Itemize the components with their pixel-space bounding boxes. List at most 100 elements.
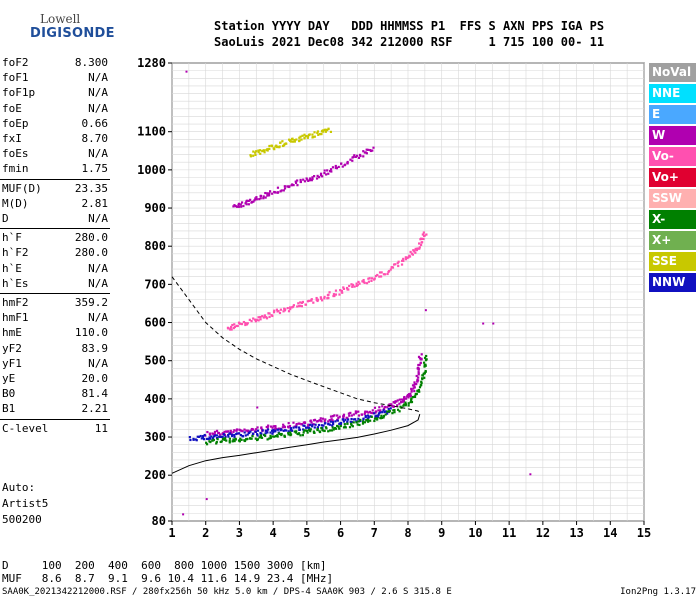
echo-point — [312, 423, 315, 426]
echo-point — [237, 203, 240, 207]
echo-point — [409, 401, 412, 404]
header-line2: SaoLuis 2021 Dec08 342 212000 RSF 1 715 … — [214, 35, 605, 49]
echo-point — [349, 158, 352, 161]
echo-point — [309, 177, 312, 180]
echo-point — [295, 425, 298, 428]
echo-point — [267, 424, 270, 427]
echo-point — [323, 171, 326, 175]
legend-item: NoVal — [649, 63, 696, 82]
echo-point — [377, 412, 381, 415]
echo-point — [233, 429, 236, 432]
echo-point — [300, 305, 303, 308]
echo-point — [285, 142, 288, 145]
echo-point — [235, 432, 239, 435]
echo-point — [350, 414, 353, 417]
echo-point — [306, 300, 309, 303]
echo-point — [367, 416, 370, 419]
echo-point — [311, 176, 314, 179]
echo-point — [287, 430, 290, 433]
echo-point — [308, 426, 311, 429]
echo-point — [293, 425, 296, 428]
echo-point — [381, 411, 384, 414]
echo-point — [280, 433, 283, 437]
echo-point — [358, 282, 361, 285]
echo-point — [251, 432, 255, 435]
echo-point — [291, 137, 294, 140]
echo-point — [372, 146, 375, 149]
echo-point — [369, 149, 373, 153]
echo-point — [293, 430, 296, 433]
echo-point — [382, 414, 386, 418]
echo-point — [277, 427, 280, 430]
param-row: D N/A — [2, 212, 108, 227]
echo-point — [393, 401, 396, 404]
echo-point — [422, 361, 426, 364]
echo-point — [277, 191, 280, 194]
legend-item: NNW — [649, 273, 696, 292]
echo-point — [310, 299, 313, 302]
echo-point — [328, 169, 332, 173]
echo-point — [410, 389, 413, 392]
param-name: h`E — [2, 261, 22, 275]
echo-point — [245, 199, 249, 202]
echo-point — [407, 404, 410, 407]
echo-point — [381, 405, 384, 408]
echo-point — [419, 361, 422, 365]
echo-point — [283, 426, 287, 429]
echo-point — [362, 278, 365, 282]
echo-point — [323, 295, 326, 299]
echo-point — [262, 149, 265, 152]
echo-point — [414, 393, 417, 396]
echo-point — [312, 301, 315, 304]
echo-point — [422, 237, 425, 241]
echo-point — [319, 174, 323, 177]
param-value: 2.81 — [81, 196, 109, 210]
echo-point — [334, 420, 337, 423]
x-tick-label: 8 — [404, 526, 411, 540]
echo-point — [271, 432, 274, 435]
param-name: C-level — [2, 421, 49, 435]
param-name: hmF2 — [2, 296, 29, 309]
echo-point — [366, 414, 369, 417]
echo-point — [406, 393, 410, 397]
echo-point — [408, 254, 411, 257]
echo-point — [375, 410, 378, 413]
echo-point — [313, 431, 316, 434]
echo-point — [313, 131, 316, 134]
echo-point — [320, 424, 323, 427]
echo-point — [354, 412, 357, 415]
echo-point — [362, 155, 365, 158]
echo-point — [213, 430, 217, 434]
echo-point — [219, 435, 222, 438]
x-tick-label: 9 — [438, 526, 445, 540]
echo-point — [323, 429, 326, 433]
echo-point — [296, 184, 299, 187]
echo-point — [263, 151, 266, 154]
echo-point — [341, 291, 344, 294]
param-name: fmin — [2, 162, 29, 176]
x-tick-label: 10 — [468, 526, 482, 540]
echo-point — [356, 283, 359, 287]
echo-point — [205, 498, 208, 501]
echo-point — [188, 436, 191, 439]
echo-point — [252, 150, 255, 153]
echo-point — [234, 438, 237, 441]
echo-point — [271, 426, 274, 429]
echo-point — [347, 412, 351, 415]
echo-point — [333, 294, 336, 298]
echo-point — [374, 274, 378, 278]
param-name: yF1 — [2, 356, 22, 370]
echo-point — [282, 144, 286, 147]
footer-info: SAA0K_2021342212000.RSF / 280fx256h 50 k… — [2, 587, 452, 597]
echo-point — [378, 271, 382, 274]
echo-point — [400, 259, 404, 262]
echo-point — [297, 422, 300, 425]
echo-point — [327, 420, 330, 423]
echo-point — [414, 251, 417, 254]
echo-point — [308, 179, 312, 182]
echo-point — [247, 203, 250, 206]
echo-point — [295, 423, 298, 426]
echo-point — [339, 421, 343, 425]
echo-point — [411, 395, 415, 399]
echo-point — [298, 428, 301, 431]
